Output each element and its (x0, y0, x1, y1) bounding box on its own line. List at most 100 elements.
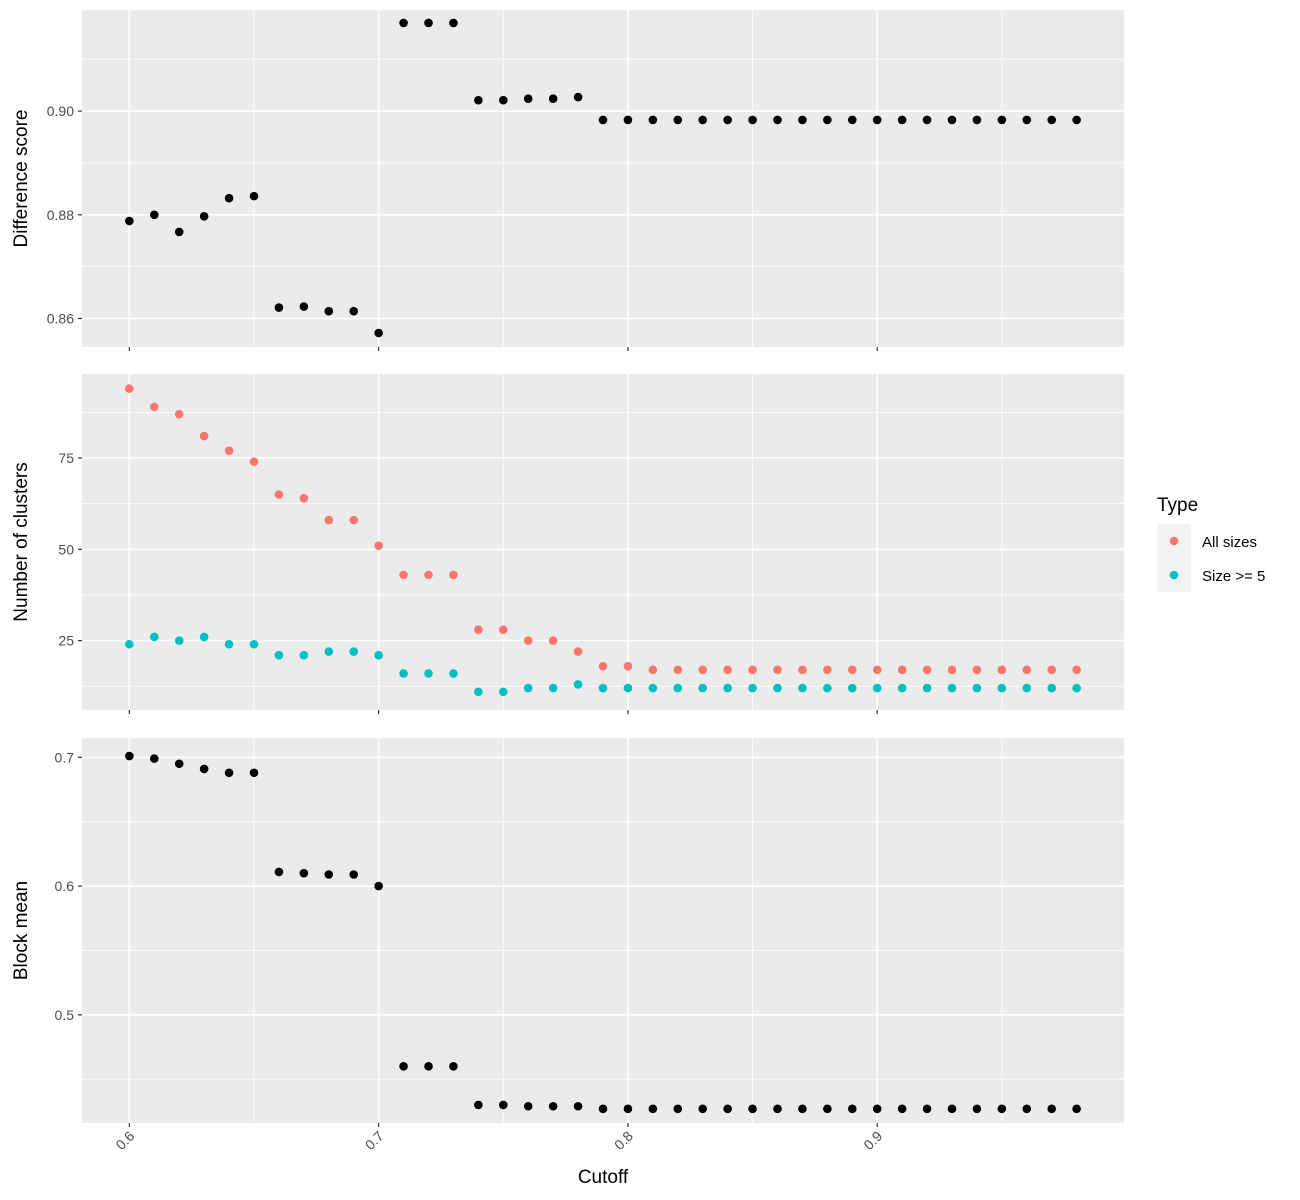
panel-background (82, 374, 1124, 710)
data-point (673, 665, 683, 675)
data-point (847, 665, 857, 675)
data-point (872, 683, 882, 693)
data-point (324, 647, 334, 656)
data-point (773, 1104, 782, 1114)
data-point (823, 115, 832, 125)
data-point (374, 541, 383, 550)
data-point (573, 1101, 583, 1111)
data-point (199, 431, 209, 441)
data-point (573, 92, 583, 102)
data-point (698, 683, 708, 693)
y-tick-label: 0.86 (47, 310, 74, 326)
data-point (249, 457, 259, 466)
data-point (823, 683, 832, 693)
data-point (723, 1104, 732, 1114)
data-point (523, 94, 533, 103)
series-points (125, 632, 1081, 697)
data-point (399, 570, 408, 580)
data-point (299, 650, 309, 660)
y-tick-label: 0.90 (47, 103, 74, 119)
data-point (573, 647, 583, 656)
data-point (349, 515, 359, 525)
data-point (623, 683, 633, 693)
data-point (249, 639, 259, 649)
panel-background (82, 10, 1124, 347)
data-point (947, 683, 957, 693)
series-points (125, 18, 1081, 338)
data-point (498, 95, 508, 105)
data-point (872, 1104, 882, 1114)
legend-key-point (1169, 570, 1179, 580)
data-point (174, 409, 184, 419)
x-tick-label: 0.7 (362, 1128, 387, 1153)
data-point (698, 1104, 708, 1114)
data-point (673, 115, 683, 125)
data-point (673, 683, 683, 693)
data-point (972, 115, 982, 125)
data-point (648, 115, 658, 125)
data-point (573, 680, 583, 689)
data-point (224, 639, 234, 649)
data-point (424, 669, 433, 678)
data-point (199, 764, 209, 774)
data-point (548, 636, 558, 645)
data-point (748, 683, 757, 693)
data-point (349, 870, 359, 879)
data-point (623, 115, 633, 125)
series-points (125, 751, 1081, 1114)
data-point (125, 751, 134, 761)
data-point (274, 867, 284, 877)
legend-title: Type (1157, 495, 1198, 516)
data-point (299, 868, 309, 878)
data-point (149, 210, 159, 220)
data-point (847, 1104, 857, 1114)
data-point (149, 402, 159, 412)
data-point (174, 636, 184, 645)
data-point (897, 115, 907, 125)
data-point (399, 669, 408, 678)
data-point (374, 881, 383, 891)
data-point (872, 115, 882, 125)
data-point (823, 665, 832, 675)
data-point (922, 1104, 932, 1114)
data-point (872, 665, 882, 675)
data-point (324, 306, 334, 316)
data-point (523, 683, 533, 693)
data-point (274, 303, 284, 312)
data-point (748, 115, 757, 125)
data-point (922, 115, 932, 125)
data-point (997, 1104, 1007, 1114)
data-point (399, 18, 408, 28)
y-axis-title: Number of clusters (11, 462, 32, 621)
data-point (1072, 115, 1081, 125)
data-point (798, 683, 807, 693)
data-point (449, 18, 458, 28)
data-point (1022, 683, 1032, 693)
data-point (199, 632, 209, 642)
data-point (548, 683, 558, 693)
data-point (424, 1062, 433, 1071)
y-tick-label: 0.6 (55, 878, 75, 894)
data-point (1047, 665, 1057, 675)
data-point (798, 115, 807, 125)
data-point (1022, 665, 1032, 675)
series-points (125, 384, 1081, 675)
data-point (474, 625, 483, 634)
data-point (1047, 115, 1057, 125)
data-point (374, 328, 383, 338)
data-point (224, 446, 234, 455)
data-point (449, 669, 458, 678)
data-point (523, 1101, 533, 1111)
y-tick-label: 50 (58, 541, 74, 557)
data-point (997, 683, 1007, 693)
data-point (798, 1104, 807, 1114)
x-axis-title: Cutoff (578, 1167, 629, 1188)
data-point (199, 212, 209, 221)
data-point (1072, 665, 1081, 675)
x-tick-labels: 0.6 0.7 0.8 0.9 (112, 1128, 885, 1153)
y-tick-label: 0.5 (55, 1007, 75, 1023)
data-point (623, 1104, 633, 1114)
data-point (823, 1104, 832, 1114)
legend-label: All sizes (1202, 534, 1257, 551)
data-point (523, 636, 533, 645)
